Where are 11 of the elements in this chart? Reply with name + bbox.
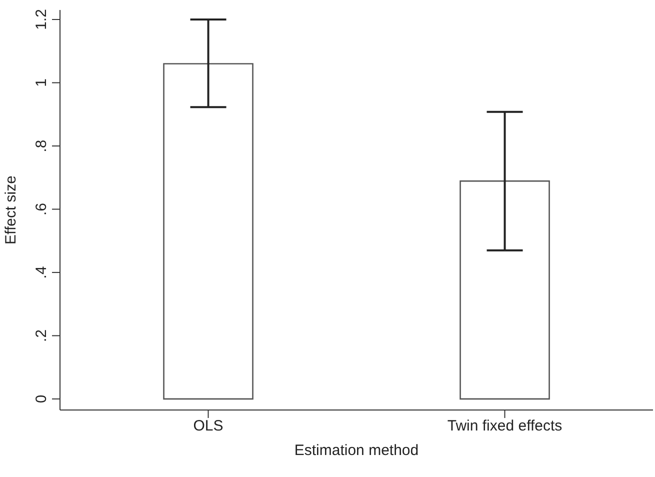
y-tick-label: .8 xyxy=(33,140,50,152)
y-tick-label: .4 xyxy=(33,266,50,279)
y-axis-title: Effect size xyxy=(2,176,20,244)
y-tick-label: 1.2 xyxy=(33,9,50,30)
x-axis-title: Estimation method xyxy=(294,442,419,459)
y-tick-label: .2 xyxy=(33,329,50,342)
y-tick-label: 1 xyxy=(33,78,50,87)
y-tick-label: 0 xyxy=(33,394,50,404)
x-tick-label: OLS xyxy=(193,418,224,435)
x-tick-label: Twin fixed effects xyxy=(447,418,562,435)
y-tick-label: .6 xyxy=(33,202,50,216)
